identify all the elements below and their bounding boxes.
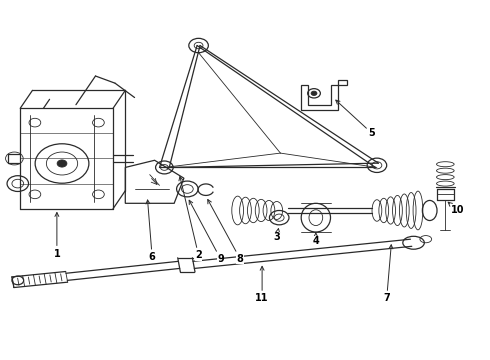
Text: 2: 2 <box>179 177 202 260</box>
Text: 6: 6 <box>146 200 155 262</box>
Text: 8: 8 <box>208 199 244 264</box>
Circle shape <box>311 91 317 95</box>
Text: 1: 1 <box>53 212 60 258</box>
Text: 3: 3 <box>273 229 280 242</box>
Text: 5: 5 <box>336 100 375 138</box>
Circle shape <box>57 160 67 167</box>
Text: 7: 7 <box>383 245 393 303</box>
Text: 9: 9 <box>189 200 224 264</box>
Text: 11: 11 <box>255 266 269 303</box>
Text: 10: 10 <box>448 202 465 216</box>
Text: 4: 4 <box>313 233 319 246</box>
